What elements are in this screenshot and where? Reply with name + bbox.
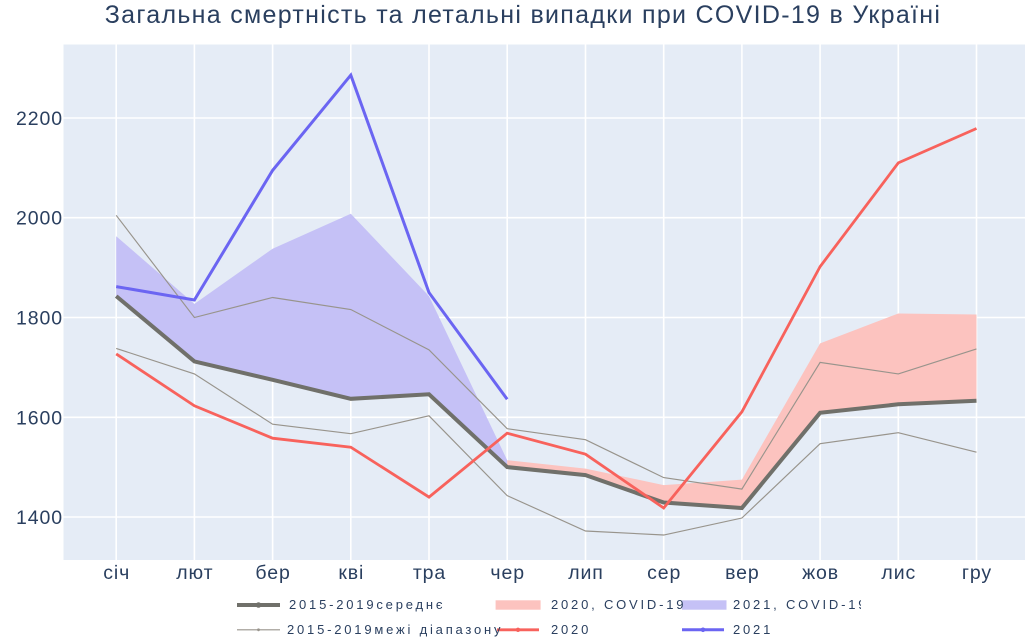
svg-text:2200: 2200 (16, 108, 63, 130)
svg-text:жов: жов (802, 562, 839, 584)
svg-text:лют: лют (176, 562, 213, 584)
svg-text:вер: вер (725, 562, 760, 584)
svg-text:лис: лис (881, 562, 916, 584)
svg-text:кві: кві (338, 562, 364, 584)
svg-text:2000: 2000 (16, 208, 63, 230)
svg-text:1800: 1800 (16, 308, 63, 330)
svg-text:тра: тра (413, 562, 446, 584)
svg-text:1400: 1400 (16, 507, 63, 529)
svg-text:січ: січ (103, 562, 130, 584)
svg-text:бер: бер (255, 562, 290, 584)
svg-text:гру: гру (962, 562, 992, 584)
svg-text:лип: лип (568, 562, 604, 584)
svg-text:чер: чер (490, 562, 525, 584)
svg-text:1600: 1600 (16, 407, 63, 429)
svg-text:сер: сер (647, 562, 681, 584)
